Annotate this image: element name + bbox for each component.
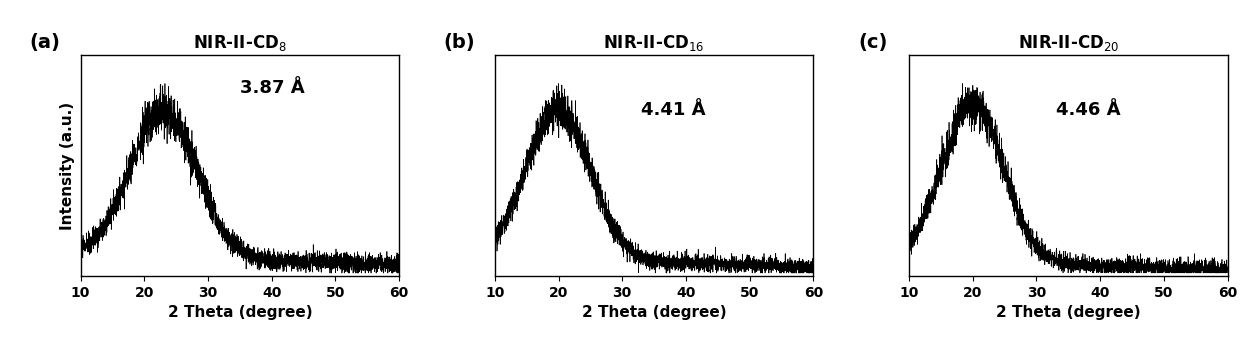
Title: NIR-II-CD$_{16}$: NIR-II-CD$_{16}$ <box>604 33 704 53</box>
Title: NIR-II-CD$_{20}$: NIR-II-CD$_{20}$ <box>1018 33 1118 53</box>
Text: 4.46 Å: 4.46 Å <box>1055 101 1120 119</box>
X-axis label: 2 Theta (degree): 2 Theta (degree) <box>582 305 727 320</box>
X-axis label: 2 Theta (degree): 2 Theta (degree) <box>996 305 1141 320</box>
Text: 4.41 Å: 4.41 Å <box>641 101 706 119</box>
Title: NIR-II-CD$_{8}$: NIR-II-CD$_{8}$ <box>193 33 286 53</box>
X-axis label: 2 Theta (degree): 2 Theta (degree) <box>167 305 312 320</box>
Text: (a): (a) <box>30 33 61 52</box>
Text: (b): (b) <box>444 33 475 52</box>
Text: (c): (c) <box>858 33 888 52</box>
Y-axis label: Intensity (a.u.): Intensity (a.u.) <box>60 101 76 230</box>
Text: 3.87 Å: 3.87 Å <box>239 79 305 97</box>
